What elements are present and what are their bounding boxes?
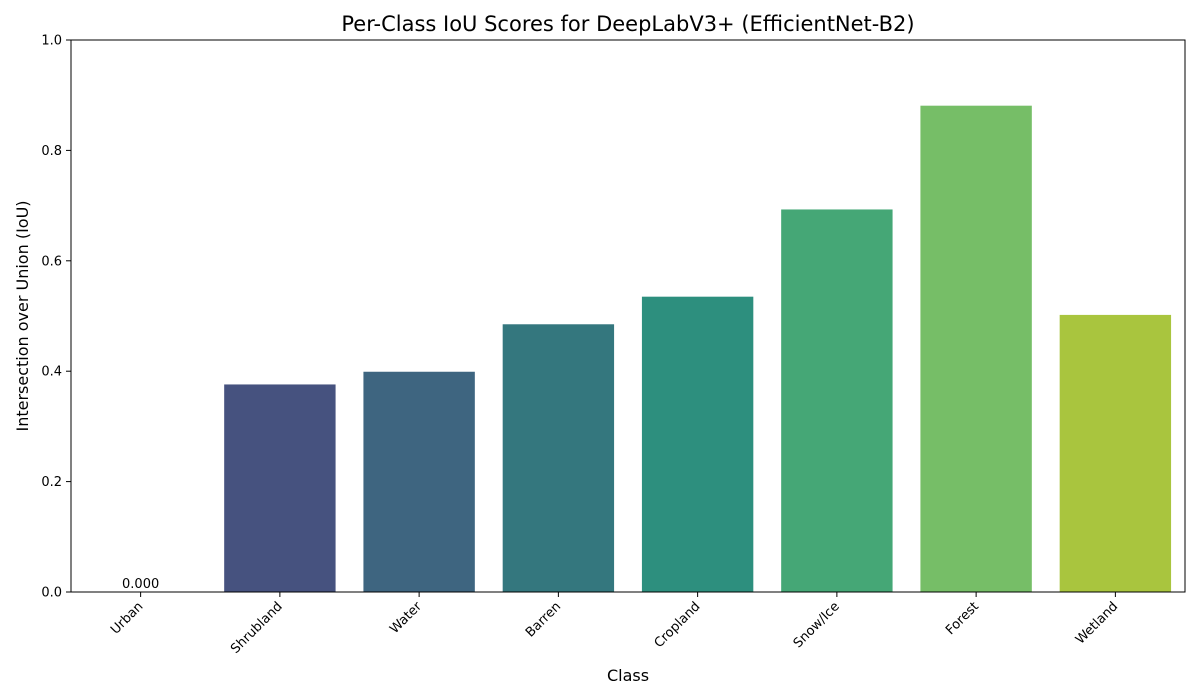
bar-water [363, 371, 475, 592]
bar-wetland [1059, 314, 1172, 592]
y-tick-label: 1.0 [41, 34, 62, 49]
y-tick-label: 0.4 [41, 365, 62, 380]
plot-area: 0.000 0.0 0.2 0.4 0.6 0.8 1.0 Urban Shrubland Wat… [41, 34, 1186, 657]
bar-forest [920, 105, 1032, 592]
x-tick-label: Water [387, 599, 425, 637]
data-label: 0.000 [122, 577, 159, 592]
y-tick-label: 0.8 [41, 144, 62, 159]
bar-barren [502, 324, 615, 592]
y-tick-label: 0.2 [41, 475, 62, 490]
x-tick-label: Wetland [1073, 599, 1121, 647]
bar-shrubland [224, 384, 336, 592]
x-tick-label: Forest [943, 599, 982, 638]
x-tick-label: Shrubland [228, 599, 286, 657]
y-tick-label: 0.6 [41, 254, 62, 269]
chart-title: Per-Class IoU Scores for DeepLabV3+ (Eff… [341, 12, 914, 36]
y-axis-label: Intersection over Union (IoU) [13, 200, 32, 431]
x-tick-label: Snow/Ice [791, 599, 843, 651]
y-tick-label: 0.0 [41, 586, 62, 601]
x-tick-label: Urban [108, 599, 146, 637]
x-tick-label: Cropland [652, 599, 704, 651]
plot-frame [70, 39, 1186, 593]
x-axis-label: Class [607, 666, 649, 685]
bar-snow-ice [781, 209, 893, 592]
bar-cropland [641, 296, 754, 592]
x-tick-label: Barren [523, 599, 564, 640]
